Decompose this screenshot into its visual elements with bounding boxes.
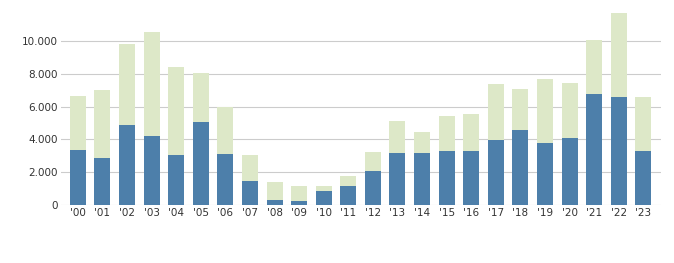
Bar — [242, 181, 258, 205]
Bar — [315, 191, 332, 205]
Bar — [636, 151, 651, 205]
Bar — [586, 94, 602, 205]
Bar — [168, 155, 184, 205]
Bar — [144, 136, 160, 205]
Bar — [390, 121, 406, 205]
Bar — [537, 143, 553, 205]
Bar — [291, 201, 307, 205]
Bar — [94, 90, 111, 205]
Bar — [94, 158, 111, 205]
Bar — [218, 154, 233, 205]
Bar — [144, 32, 160, 205]
Bar — [611, 97, 627, 205]
Bar — [266, 182, 282, 205]
Bar — [193, 122, 209, 205]
Bar — [365, 171, 381, 205]
Bar — [218, 107, 233, 205]
Bar — [537, 79, 553, 205]
Bar — [512, 130, 528, 205]
Bar — [365, 152, 381, 205]
Bar — [561, 138, 578, 205]
Bar — [488, 140, 503, 205]
Bar — [340, 186, 357, 205]
Bar — [266, 200, 282, 205]
Bar — [291, 186, 307, 205]
Bar — [488, 84, 503, 205]
Bar — [242, 155, 258, 205]
Bar — [636, 97, 651, 205]
Bar — [439, 151, 455, 205]
Bar — [193, 73, 209, 205]
Bar — [119, 125, 135, 205]
Bar — [119, 44, 135, 205]
Bar — [439, 116, 455, 205]
Bar — [414, 153, 430, 205]
Bar — [463, 114, 479, 205]
Bar — [414, 132, 430, 205]
Bar — [315, 186, 332, 205]
Bar — [512, 89, 528, 205]
Bar — [561, 83, 578, 205]
Bar — [586, 40, 602, 205]
Bar — [463, 151, 479, 205]
Bar — [611, 13, 627, 205]
Bar — [390, 153, 406, 205]
Bar — [70, 96, 86, 205]
Bar — [168, 67, 184, 205]
Bar — [70, 150, 86, 205]
Bar — [340, 176, 357, 205]
